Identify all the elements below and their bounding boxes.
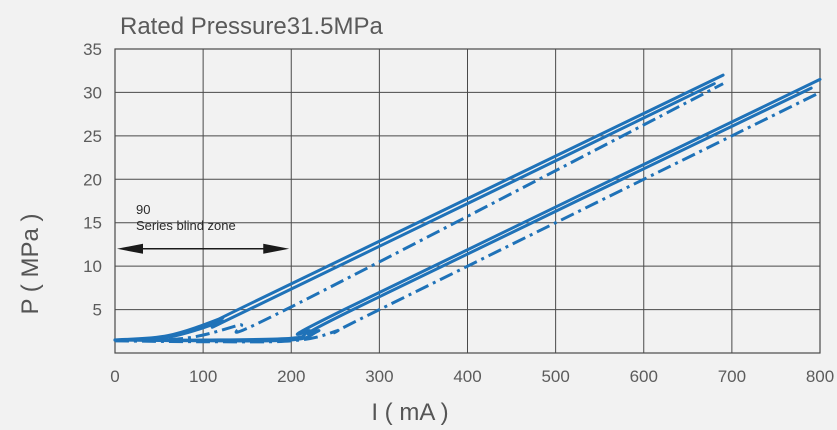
y-tick-label-30: 30 bbox=[83, 83, 102, 102]
series-line-6 bbox=[114, 91, 821, 344]
x-tick-label-0: 0 bbox=[110, 367, 119, 386]
x-tick-label-100: 100 bbox=[189, 367, 217, 386]
x-tick-label-600: 600 bbox=[630, 367, 658, 386]
blind-zone-arrowhead-left bbox=[117, 243, 143, 254]
series-line-1 bbox=[113, 73, 725, 342]
series-line-3 bbox=[114, 82, 724, 343]
x-tick-label-700: 700 bbox=[718, 367, 746, 386]
chart-title: Rated Pressure31.5MPa bbox=[120, 13, 383, 40]
grid bbox=[114, 48, 821, 354]
blind-zone-label-line1: 90 bbox=[136, 202, 150, 217]
x-tick-label-500: 500 bbox=[541, 367, 569, 386]
y-tick-label-35: 35 bbox=[83, 40, 102, 59]
blind-zone-annotation: 90 Series blind zone bbox=[117, 202, 290, 254]
series-line-5 bbox=[113, 86, 813, 343]
blind-zone-arrowhead-right bbox=[263, 243, 290, 254]
y-axis-label: P ( MPa ) bbox=[17, 214, 44, 315]
x-tick-label-300: 300 bbox=[365, 367, 393, 386]
x-tick-label-200: 200 bbox=[277, 367, 305, 386]
tick-labels: 0 100 200 300 400 500 600 700 800 5 10 15 20 25 30 35 bbox=[83, 40, 834, 386]
series-lines bbox=[113, 73, 822, 344]
y-tick-label-20: 20 bbox=[83, 170, 102, 189]
y-tick-label-25: 25 bbox=[83, 127, 102, 146]
y-tick-label-15: 15 bbox=[83, 214, 102, 233]
y-tick-label-5: 5 bbox=[93, 301, 102, 320]
x-tick-label-800: 800 bbox=[806, 367, 834, 386]
series-line-2 bbox=[113, 82, 716, 342]
y-tick-label-10: 10 bbox=[83, 257, 102, 276]
x-tick-label-400: 400 bbox=[453, 367, 481, 386]
blind-zone-label-line2: Series blind zone bbox=[136, 218, 236, 233]
x-axis-label: I ( mA ) bbox=[371, 399, 448, 426]
